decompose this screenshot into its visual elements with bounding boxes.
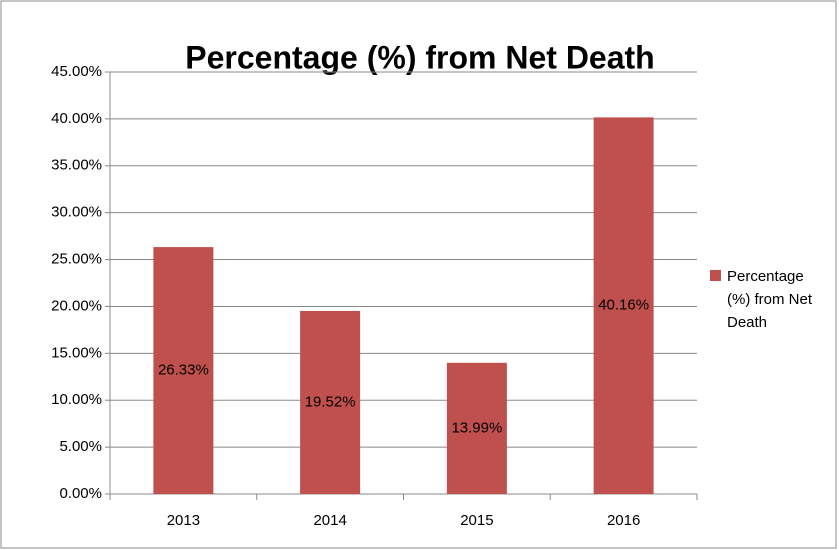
y-tick-label: 0.00% <box>59 485 102 502</box>
y-tick-label: 30.00% <box>51 204 102 221</box>
x-tick-label: 2015 <box>460 512 493 529</box>
x-tick-label: 2014 <box>313 512 346 529</box>
legend-label: Percentage (%) from Net Death <box>727 268 813 331</box>
x-tick-label: 2013 <box>167 512 200 529</box>
bar <box>153 247 214 494</box>
y-tick-label: 45.00% <box>51 63 102 80</box>
y-tick-label: 5.00% <box>59 438 102 455</box>
data-label: 19.52% <box>305 393 356 410</box>
x-tick-label: 2016 <box>607 512 640 529</box>
y-tick-label: 35.00% <box>51 157 102 174</box>
bar <box>300 310 361 494</box>
bar <box>593 117 654 495</box>
data-label: 26.33% <box>158 362 209 379</box>
chart-title: Percentage (%) from Net Death <box>185 39 654 75</box>
y-tick-label: 10.00% <box>51 391 102 408</box>
data-label: 40.16% <box>598 297 649 314</box>
legend-swatch <box>710 270 721 281</box>
y-tick-label: 15.00% <box>51 344 102 361</box>
y-tick-label: 20.00% <box>51 297 102 314</box>
data-label: 13.99% <box>451 419 502 436</box>
y-tick-label: 40.00% <box>51 110 102 127</box>
y-tick-label: 25.00% <box>51 251 102 268</box>
bar <box>446 362 507 494</box>
